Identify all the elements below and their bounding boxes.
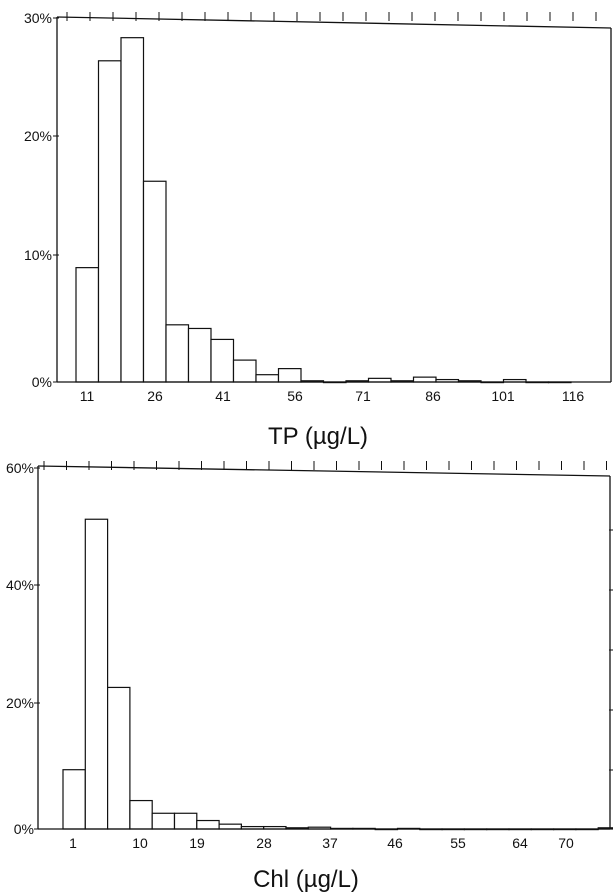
bar-7 — [218, 823, 243, 830]
x-tick-label: 101 — [491, 388, 515, 404]
x-tick-label: 1 — [69, 835, 77, 851]
y-tick-label: 20% — [24, 128, 52, 144]
chl-histogram-panel: 0% 40% 20% 60% 1 10 19 28 37 46 55 64 70 Chl (µg/L) — [6, 460, 613, 893]
bar-4 — [151, 812, 176, 830]
tp-histogram-panel: 0% 10% 20% 30% 11 26 41 56 71 86 101 116 TP (µg/L) — [24, 10, 612, 450]
x-tick-label: 19 — [189, 835, 205, 851]
y-tick-label: 20% — [6, 695, 34, 711]
bar-0 — [75, 267, 100, 383]
bar-6 — [196, 819, 220, 830]
bar-3 — [142, 180, 167, 383]
x-tick-label: 37 — [322, 835, 338, 851]
bar-9 — [277, 368, 302, 383]
y-tick-label: 40% — [6, 577, 34, 593]
top-border-line — [56, 16, 612, 29]
bar-4 — [165, 324, 190, 383]
bar-0 — [62, 769, 86, 830]
x-tick-label: 55 — [450, 835, 466, 851]
bar-3 — [129, 799, 153, 830]
x-tick-label: 41 — [215, 388, 231, 404]
x-tick-label: 56 — [287, 388, 303, 404]
bar-7 — [232, 359, 257, 383]
bar-2 — [106, 686, 131, 830]
x-tick-label: 28 — [256, 835, 272, 851]
x-tick-label: 86 — [425, 388, 441, 404]
x-tick-label: 10 — [132, 835, 148, 851]
top-border-line — [37, 465, 611, 477]
x-tick-label: 26 — [147, 388, 163, 404]
bar-6 — [210, 338, 235, 383]
bar-2 — [120, 37, 145, 383]
x-tick-label: 116 — [562, 388, 585, 404]
y-tick-label: 60% — [6, 460, 34, 476]
bar-1 — [97, 60, 122, 383]
y-tick-label: 30% — [24, 10, 52, 26]
bar-5 — [173, 812, 198, 830]
y-tick-label: 0% — [32, 374, 52, 390]
bar-8 — [255, 374, 280, 383]
x-tick-label: 64 — [512, 835, 528, 851]
x-axis-title: Chl (µg/L) — [253, 866, 359, 893]
x-tick-label: 11 — [80, 388, 95, 404]
bar-1 — [84, 518, 109, 830]
x-tick-label: 71 — [355, 388, 371, 404]
x-tick-label: 46 — [387, 835, 403, 851]
x-tick-label: 70 — [558, 835, 574, 851]
bar-15 — [412, 376, 437, 383]
y-tick-label: 0% — [14, 821, 34, 837]
x-axis-title: TP (µg/L) — [268, 423, 368, 450]
bar-5 — [187, 327, 212, 383]
y-tick-label: 10% — [24, 247, 52, 263]
